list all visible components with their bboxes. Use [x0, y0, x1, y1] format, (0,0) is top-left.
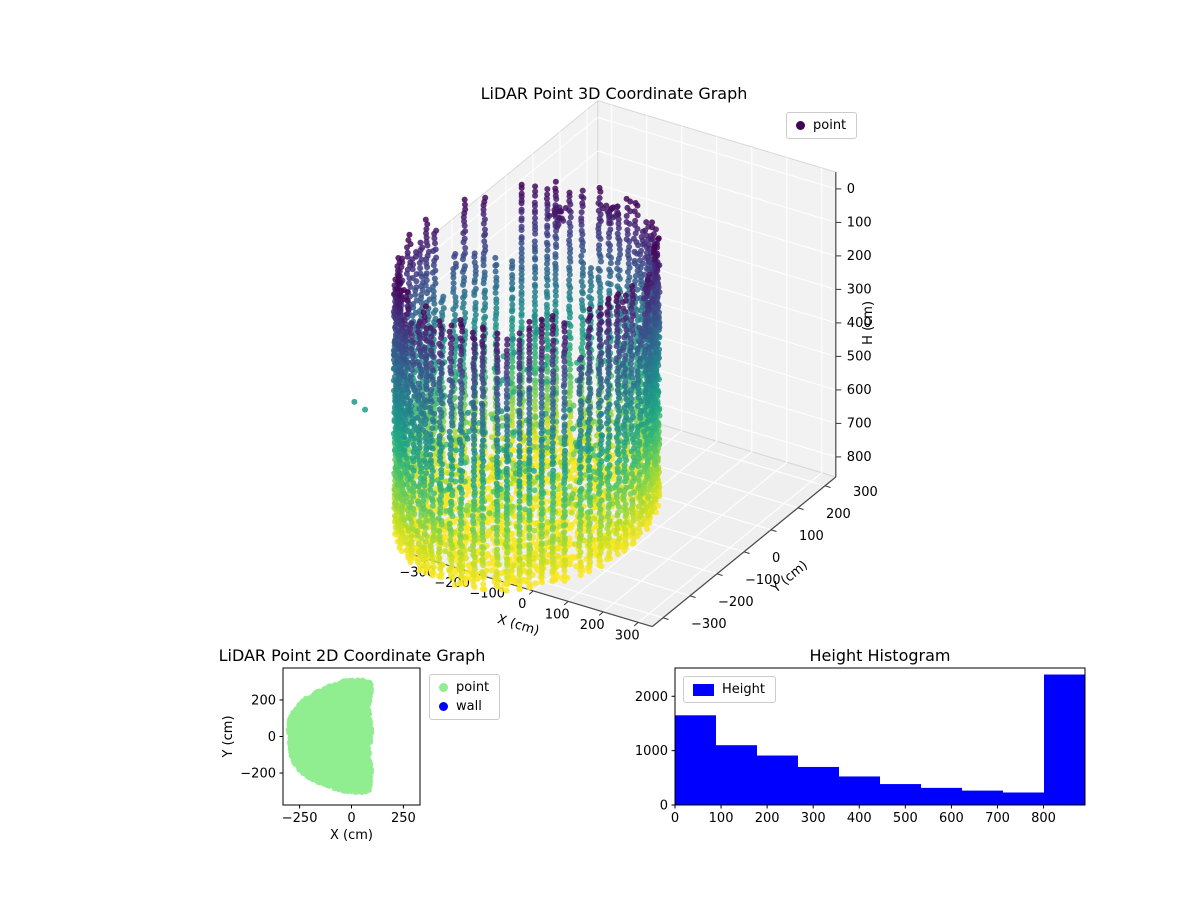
plot2d-title: LiDAR Point 2D Coordinate Graph: [218, 646, 486, 665]
histogram-title: Height Histogram: [809, 646, 951, 665]
legend-item-wall-2d: wall: [439, 699, 489, 714]
wall-legend-marker-icon: [439, 702, 448, 711]
height-legend-patch-icon: [693, 683, 714, 696]
height-legend-label: Height: [722, 682, 765, 697]
plot3d-title: LiDAR Point 3D Coordinate Graph: [480, 84, 748, 103]
point2d-legend-marker-icon: [439, 683, 448, 692]
point-legend-label: point: [813, 118, 847, 133]
legend-item-height: Height: [693, 682, 765, 697]
legend-item-point-3d: point: [796, 118, 846, 133]
plot3d-legend: point: [786, 112, 858, 139]
wall-legend-label: wall: [456, 699, 482, 714]
histogram-legend: Height: [683, 676, 776, 703]
point2d-legend-label: point: [456, 680, 490, 695]
legend-item-point-2d: point: [439, 680, 489, 695]
point-legend-marker-icon: [796, 121, 805, 130]
plot2d-legend: point wall: [429, 674, 501, 720]
